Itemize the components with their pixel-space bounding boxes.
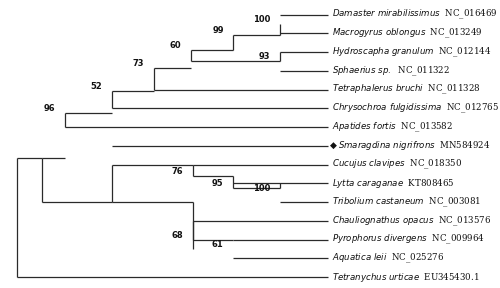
Text: 100: 100 [252,15,270,24]
Text: 73: 73 [133,59,144,68]
Text: 52: 52 [90,82,102,90]
Text: 61: 61 [212,240,224,249]
Text: $\it{Tribolium\ castaneum}$  NC_003081: $\it{Tribolium\ castaneum}$ NC_003081 [332,196,481,209]
Text: $\it{Tetranychus\ urticae}$  EU345430.1: $\it{Tetranychus\ urticae}$ EU345430.1 [332,271,480,284]
Text: $\it{Lytta\ caraganae}$  KT808465: $\it{Lytta\ caraganae}$ KT808465 [332,177,454,190]
Text: $\it{Smaragdina\ nigrifrons}$  MN584924: $\it{Smaragdina\ nigrifrons}$ MN584924 [338,139,490,152]
Text: 100: 100 [252,184,270,193]
Text: 96: 96 [44,104,56,113]
Text: ◆: ◆ [330,141,337,150]
Text: 60: 60 [170,41,181,50]
Text: $\it{Pyrophorus\ divergens}$  NC_009964: $\it{Pyrophorus\ divergens}$ NC_009964 [332,233,484,247]
Text: $\it{Tetraphalerus\ bruchi}$  NC_011328: $\it{Tetraphalerus\ bruchi}$ NC_011328 [332,83,480,96]
Text: 99: 99 [212,26,224,35]
Text: 76: 76 [172,167,183,176]
Text: $\it{Aquatica\ leii}$  NC_025276: $\it{Aquatica\ leii}$ NC_025276 [332,252,444,265]
Text: 68: 68 [172,231,183,240]
Text: $\it{Macrogyrus\ oblongus}$  NC_013249: $\it{Macrogyrus\ oblongus}$ NC_013249 [332,26,482,40]
Text: 93: 93 [258,52,270,61]
Text: $\it{Hydroscapha\ granulum}$  NC_012144: $\it{Hydroscapha\ granulum}$ NC_012144 [332,46,492,59]
Text: $\it{Chrysochroa\ fulgidissima}$  NC_012765: $\it{Chrysochroa\ fulgidissima}$ NC_0127… [332,102,499,115]
Text: $\it{Sphaerius\ sp.}$  NC_011322: $\it{Sphaerius\ sp.}$ NC_011322 [332,64,450,77]
Text: 95: 95 [212,179,224,188]
Text: $\it{Chauliognathus\ opacus}$  NC_013576: $\it{Chauliognathus\ opacus}$ NC_013576 [332,214,491,228]
Text: $\it{Apatides\ fortis}$  NC_013582: $\it{Apatides\ fortis}$ NC_013582 [332,120,453,134]
Text: $\it{Cucujus\ clavipes}$  NC_018350: $\it{Cucujus\ clavipes}$ NC_018350 [332,158,462,171]
Text: $\it{Damaster\ mirabilissimus}$  NC_016469: $\it{Damaster\ mirabilissimus}$ NC_01646… [332,8,498,21]
